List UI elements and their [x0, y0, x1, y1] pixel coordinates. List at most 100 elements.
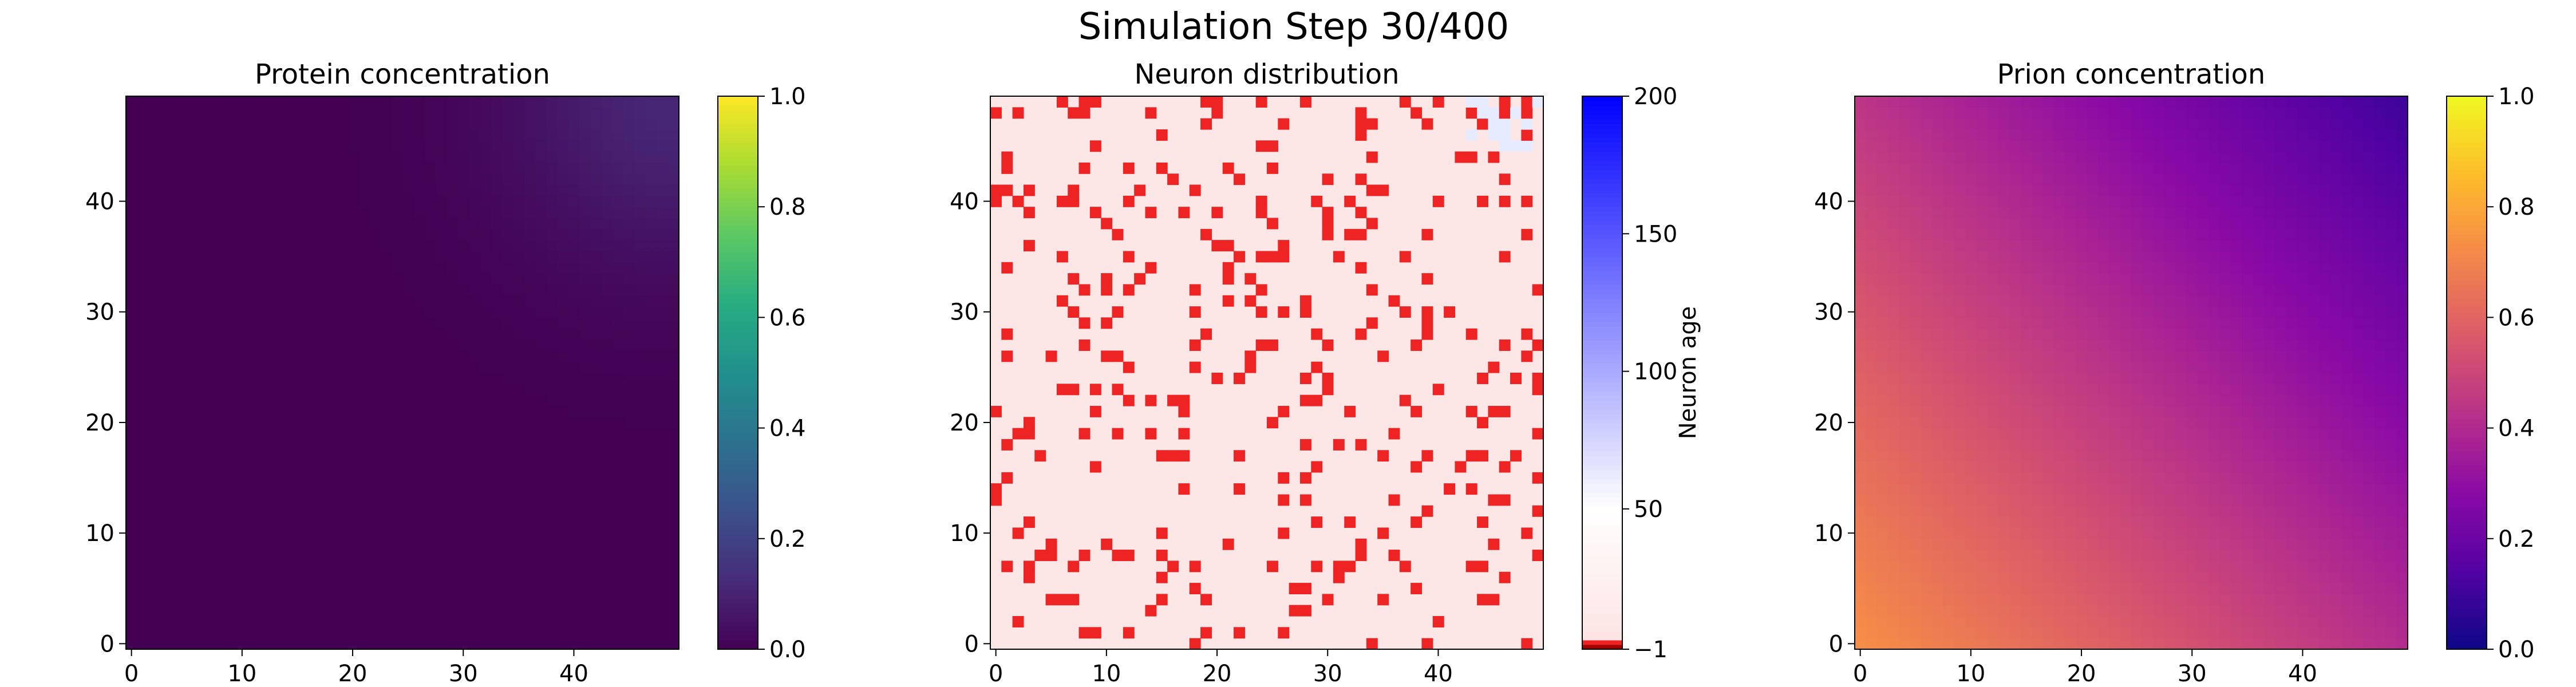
dead-cell	[1299, 494, 1311, 506]
dead-cell	[1255, 251, 1267, 263]
dead-cell	[1299, 605, 1311, 617]
dead-cell	[1078, 428, 1091, 440]
dead-cell	[1023, 207, 1035, 219]
colorbar-label: Neuron age	[1675, 306, 1701, 440]
figure-title: Simulation Step 30/400	[1078, 6, 1509, 48]
dead-cell	[1289, 583, 1301, 594]
dead-cell	[1299, 96, 1311, 108]
x-tick-label: 0	[124, 661, 139, 687]
dead-cell	[1112, 350, 1124, 362]
dead-cell	[1388, 295, 1400, 307]
colorbar-tick-label: 1.0	[2498, 84, 2535, 110]
dead-cell	[1421, 505, 1433, 517]
dead-cell	[1311, 195, 1323, 207]
dead-cell	[1056, 96, 1068, 108]
dead-cell	[1499, 571, 1511, 583]
dead-cell	[1068, 594, 1080, 606]
colorbar-tick-label: 50	[1634, 496, 1663, 523]
dead-cell	[1189, 339, 1201, 351]
heatmap-image	[1855, 96, 2408, 650]
dead-cell	[1388, 428, 1400, 440]
dead-cell	[1078, 550, 1091, 562]
dead-cell	[1488, 538, 1500, 550]
dead-cell	[1123, 251, 1135, 263]
dead-cell	[1267, 140, 1278, 152]
dead-cell	[1068, 107, 1080, 119]
dead-cell	[1012, 195, 1024, 207]
dead-cell	[1521, 527, 1533, 539]
dead-cell	[1078, 317, 1091, 329]
dead-cell	[1499, 339, 1511, 351]
x-tick-label: 30	[1313, 661, 1342, 687]
dead-cell	[1156, 571, 1168, 583]
dead-cell	[1145, 428, 1157, 440]
dead-cell	[1156, 527, 1168, 539]
dead-cell	[1521, 228, 1533, 240]
dead-cell	[1344, 195, 1356, 207]
dead-cell	[1012, 527, 1024, 539]
dead-cell	[1267, 162, 1278, 174]
dead-cell	[1056, 195, 1068, 207]
dead-cell	[1432, 195, 1444, 207]
dead-cell	[1222, 538, 1234, 550]
dead-cell	[1377, 450, 1389, 462]
dead-cell	[1089, 384, 1101, 396]
dead-cell	[1078, 96, 1091, 108]
dead-cell	[1532, 472, 1544, 484]
y-tick-label: 30	[85, 299, 114, 326]
x-tick-label: 10	[1092, 661, 1121, 687]
dead-cell	[1521, 350, 1533, 362]
dead-cell	[1255, 140, 1267, 152]
dead-cell	[1477, 195, 1488, 207]
dead-cell	[1089, 140, 1101, 152]
dead-cell	[1455, 151, 1467, 163]
dead-cell	[1477, 560, 1488, 572]
dead-cell	[1499, 251, 1511, 263]
x-tick-label: 0	[1853, 661, 1867, 687]
dead-cell	[1421, 450, 1433, 462]
dead-cell	[1432, 616, 1444, 627]
dead-cell	[1089, 627, 1101, 639]
dead-cell	[1322, 339, 1334, 351]
dead-cell	[1333, 560, 1345, 572]
dead-cell	[1432, 384, 1444, 396]
dead-cell	[1200, 627, 1212, 639]
dead-cell	[1255, 195, 1267, 207]
dead-cell	[1532, 550, 1544, 562]
dead-cell	[1399, 394, 1411, 406]
colorbar-tick-label: 0.6	[769, 305, 806, 331]
dead-cell	[1255, 207, 1267, 219]
dead-cell	[1311, 361, 1323, 373]
dead-cell	[1465, 450, 1477, 462]
dead-cell	[1012, 428, 1024, 440]
dead-cell	[1023, 417, 1035, 429]
dead-cell	[1178, 450, 1190, 462]
dead-cell	[1411, 516, 1423, 528]
dead-cell	[1012, 616, 1024, 627]
dead-cell	[1311, 394, 1323, 406]
colorbar-tick-label: 0.2	[769, 526, 806, 552]
dead-cell	[1222, 262, 1234, 274]
dead-cell	[1101, 538, 1113, 550]
colorbar-tick-label: 0.8	[2498, 194, 2535, 220]
dead-cell	[1189, 284, 1201, 296]
dead-cell	[1444, 483, 1456, 495]
dead-cell	[1211, 107, 1223, 119]
y-tick-label: 10	[85, 520, 114, 547]
dead-cell	[1465, 107, 1477, 119]
dead-cell	[1145, 262, 1157, 274]
dead-cell	[1299, 439, 1311, 451]
colorbar-tick-label: 0.0	[769, 637, 806, 663]
dead-cell	[1366, 317, 1378, 329]
dead-cell	[1421, 638, 1433, 650]
dead-cell	[1145, 394, 1157, 406]
dead-cell	[1267, 339, 1278, 351]
dead-cell	[1189, 361, 1201, 373]
dead-cell	[1267, 218, 1278, 230]
dead-cell	[1089, 461, 1101, 473]
colorbar-tick-label: 0.6	[2498, 305, 2535, 331]
dead-cell	[1521, 638, 1533, 650]
x-tick-label: 30	[2178, 661, 2207, 687]
dead-cell	[1322, 594, 1334, 606]
